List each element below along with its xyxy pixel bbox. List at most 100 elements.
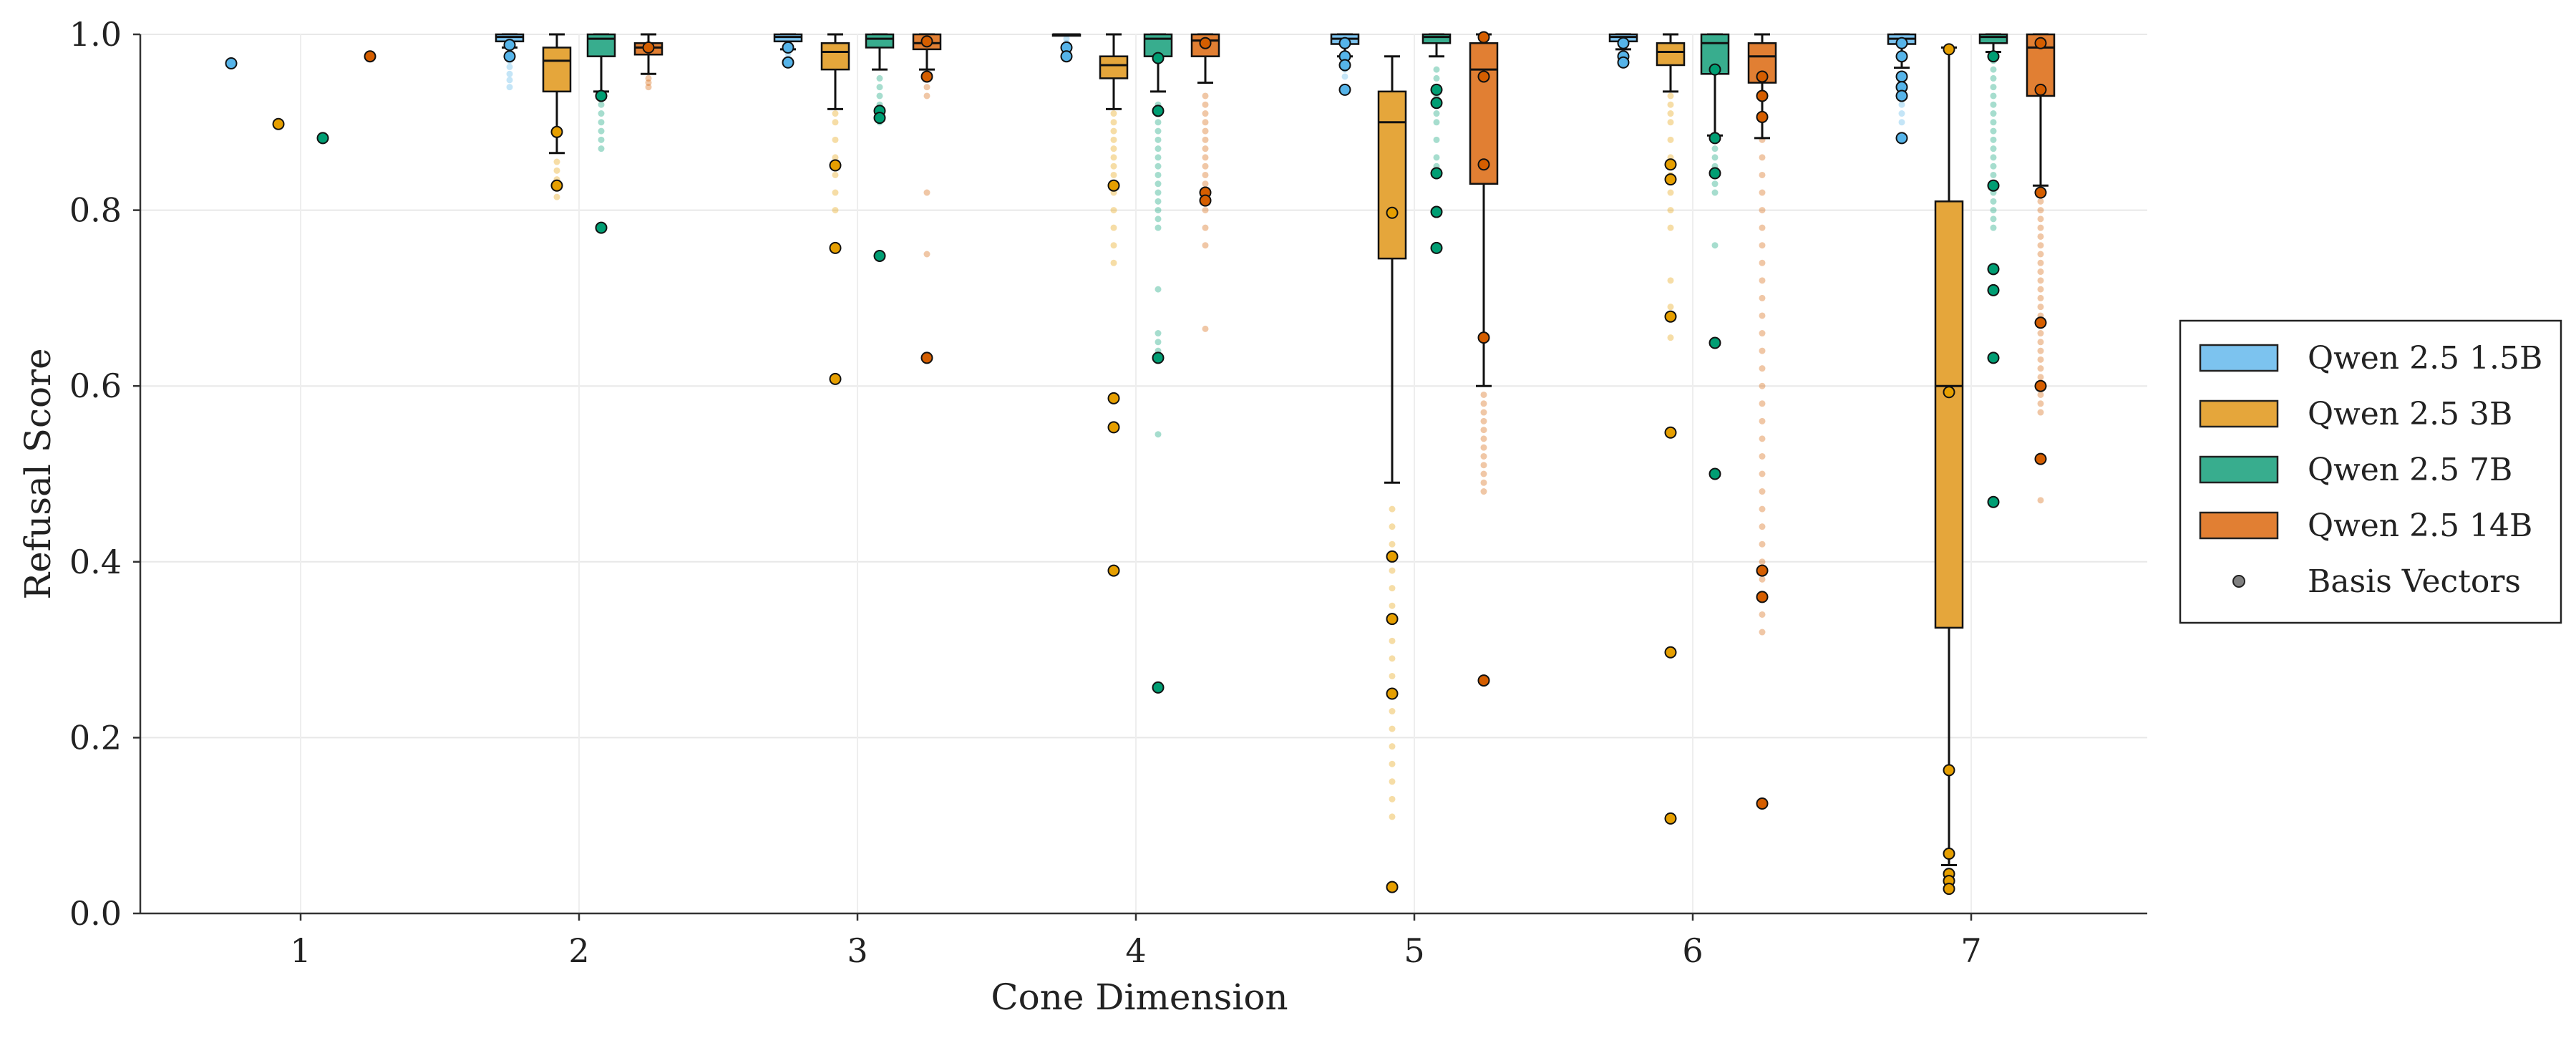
- basis-vector-point: [1943, 764, 1955, 777]
- basis-vector-point: [1338, 37, 1351, 49]
- outlier-point: [1480, 452, 1487, 460]
- basis-vector-point: [782, 56, 794, 69]
- basis-vector-point: [2034, 83, 2047, 96]
- outlier-point: [1480, 479, 1487, 486]
- basis-vector-point: [1709, 132, 1721, 145]
- outlier-point: [598, 101, 605, 108]
- grid-layer: [140, 34, 2147, 914]
- basis-vector-point: [1107, 179, 1120, 192]
- outlier-point: [876, 74, 883, 82]
- basis-vector-point: [1386, 206, 1399, 219]
- basis-vector-point: [1199, 194, 1212, 207]
- box: [1934, 200, 1964, 629]
- outlier-point: [598, 110, 605, 117]
- basis-vector-point: [1756, 89, 1769, 102]
- basis-vector-point: [1709, 467, 1721, 480]
- outlier-point: [1990, 127, 1997, 135]
- outlier-point: [1202, 224, 1209, 231]
- basis-vector-point: [920, 70, 933, 83]
- basis-vector-point: [1895, 50, 1908, 63]
- outlier-point: [2037, 286, 2044, 293]
- basis-vector-point: [2034, 379, 2047, 392]
- basis-vector-point: [1664, 646, 1677, 659]
- basis-vector-point: [1060, 50, 1073, 63]
- outlier-point: [1389, 672, 1396, 679]
- outlier-point: [1389, 725, 1396, 732]
- basis-vector-point: [1756, 591, 1769, 603]
- outlier-point: [1155, 127, 1162, 135]
- outlier-point: [1389, 795, 1396, 802]
- outlier-point: [2037, 330, 2044, 337]
- outlier-point: [2037, 215, 2044, 223]
- x-tick-label: 5: [1404, 931, 1424, 970]
- x-tick-label: 2: [568, 931, 589, 970]
- outlier-point: [1759, 154, 1766, 161]
- basis-vector-point: [1386, 613, 1399, 626]
- basis-vector-point: [1987, 351, 2000, 364]
- outlier-point: [1155, 119, 1162, 126]
- basis-vector-point: [920, 35, 933, 48]
- box: [1377, 90, 1407, 260]
- basis-vector-point: [2034, 316, 2047, 329]
- basis-vector-point: [1943, 883, 1955, 896]
- outlier-point: [1759, 277, 1766, 284]
- outlier-point: [1389, 813, 1396, 820]
- basis-vector-point: [1617, 56, 1630, 69]
- axes-layer: 0.0 0.2 0.4 0.6 0.8 1.0 1 2 3 4 5 6 7: [69, 15, 2147, 970]
- outlier-point: [1759, 435, 1766, 442]
- outlier-point: [1759, 576, 1766, 583]
- outlier-point: [1990, 198, 1997, 205]
- outlier-point: [1202, 180, 1209, 188]
- outlier-point: [1990, 66, 1997, 73]
- y-tick-label: 0.0: [69, 894, 122, 933]
- outlier-point: [1667, 189, 1674, 196]
- basis-vector-point: [873, 112, 886, 125]
- outlier-point: [1389, 708, 1396, 715]
- outlier-point: [1898, 119, 1905, 126]
- outlier-point: [1759, 523, 1766, 530]
- outlier-point: [1667, 101, 1674, 108]
- outlier-point: [1155, 171, 1162, 178]
- outlier-point: [1759, 382, 1766, 389]
- basis-vector-point: [1338, 59, 1351, 72]
- outlier-point: [1667, 277, 1674, 284]
- outlier-point: [832, 189, 839, 196]
- outlier-point: [1711, 145, 1719, 152]
- outlier-point: [1480, 391, 1487, 398]
- outlier-point: [876, 92, 883, 100]
- outlier-point: [1990, 84, 1997, 91]
- outlier-point: [1202, 136, 1209, 143]
- x-tick-label: 4: [1125, 931, 1146, 970]
- outlier-point: [1202, 145, 1209, 152]
- outlier-point: [832, 207, 839, 214]
- basis-vector-point: [1386, 881, 1399, 893]
- y-tick-label: 0.8: [69, 191, 122, 230]
- outlier-point: [1389, 760, 1396, 767]
- basis-vector-point: [1987, 179, 2000, 192]
- outlier-point: [1759, 365, 1766, 372]
- outlier-point: [1433, 74, 1440, 82]
- outlier-point: [1990, 224, 1997, 231]
- outlier-point: [1759, 347, 1766, 354]
- outlier-point: [2037, 304, 2044, 311]
- legend-label: Qwen 2.5 7B: [2308, 452, 2512, 488]
- outlier-point: [1155, 207, 1162, 214]
- outlier-point: [598, 136, 605, 143]
- outlier-point: [1759, 629, 1766, 636]
- outlier-point: [598, 119, 605, 126]
- basis-vector-point: [920, 351, 933, 364]
- legend-swatch: [2199, 511, 2279, 540]
- outlier-point: [1990, 154, 1997, 161]
- y-axis-title: Refusal Score: [17, 348, 59, 599]
- outlier-point: [2037, 409, 2044, 416]
- outlier-point: [1389, 540, 1396, 548]
- outlier-point: [1711, 189, 1719, 196]
- outlier-point: [1480, 417, 1487, 425]
- basis-vector-point: [1107, 392, 1120, 404]
- basis-vector-point: [1430, 83, 1443, 96]
- outlier-point: [1990, 145, 1997, 152]
- basis-vector-point: [1709, 167, 1721, 180]
- outlier-point: [1667, 110, 1674, 117]
- legend-marker: [2232, 575, 2245, 588]
